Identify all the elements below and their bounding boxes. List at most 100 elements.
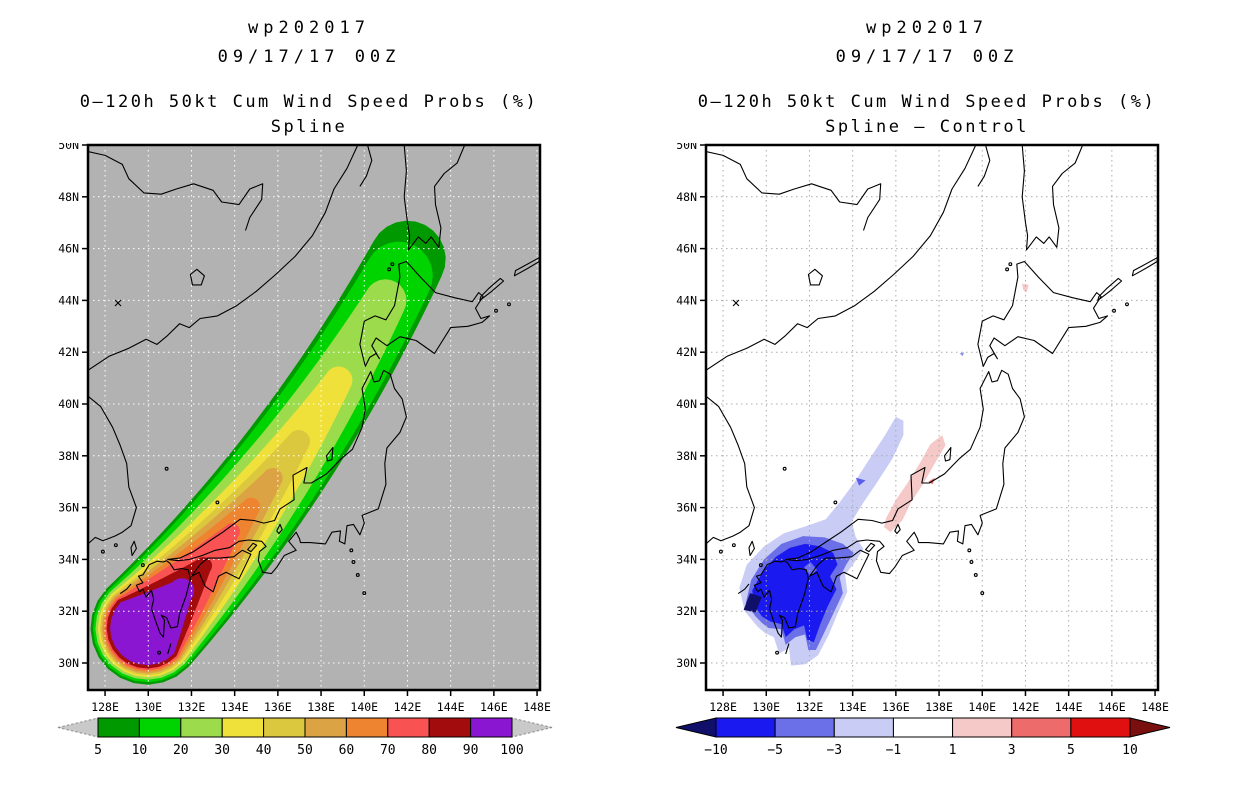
svg-text:48N: 48N bbox=[58, 190, 79, 204]
svg-text:100: 100 bbox=[500, 743, 523, 758]
shikoku bbox=[808, 549, 870, 593]
svg-text:46N: 46N bbox=[58, 242, 79, 256]
svg-text:36N: 36N bbox=[676, 501, 697, 515]
method-subtitle: Spline – Control bbox=[825, 117, 1029, 137]
method-subtitle: Spline bbox=[270, 117, 348, 137]
svg-text:148E: 148E bbox=[1141, 700, 1169, 714]
lake-biwa bbox=[276, 523, 283, 535]
svg-text:90: 90 bbox=[463, 743, 479, 758]
shikoku bbox=[190, 549, 252, 593]
svg-text:30N: 30N bbox=[676, 656, 697, 670]
svg-text:42N: 42N bbox=[58, 345, 79, 359]
svg-text:130E: 130E bbox=[752, 700, 780, 714]
svg-text:144E: 144E bbox=[1055, 700, 1083, 714]
coastlines bbox=[706, 145, 1158, 655]
awaji bbox=[865, 542, 876, 553]
anomaly-region bbox=[959, 352, 964, 357]
svg-text:38N: 38N bbox=[676, 449, 697, 463]
colorbar: 5 10 20 30 40 50 60 70 80 90 100 bbox=[57, 717, 553, 758]
lake-khanka bbox=[807, 268, 823, 286]
colorbar-right-arrow bbox=[511, 717, 553, 738]
svg-text:32N: 32N bbox=[58, 604, 79, 618]
init-time-title: 09/17/17 00Z bbox=[217, 47, 401, 67]
goto-islands bbox=[119, 583, 132, 595]
prob-band-90 bbox=[110, 578, 195, 666]
colorbar-cell bbox=[304, 717, 347, 738]
variable-subtitle: 0–120h 50kt Cum Wind Speed Probs (%) bbox=[79, 92, 539, 112]
svg-text:142E: 142E bbox=[1012, 700, 1040, 714]
axis-ticks-labels: 30N 32N 34N 36N 38N 40N 42N 44N 46N 48N 50N 128E 130… bbox=[58, 143, 551, 714]
colorbar-cell bbox=[833, 717, 894, 738]
svg-text:50: 50 bbox=[297, 743, 313, 758]
svg-text:138E: 138E bbox=[925, 700, 953, 714]
korea-coast bbox=[706, 395, 755, 545]
kunashiri bbox=[479, 277, 505, 301]
svg-text:30N: 30N bbox=[58, 656, 79, 670]
svg-text:5: 5 bbox=[1067, 743, 1075, 758]
variable-subtitle: 0–120h 50kt Cum Wind Speed Probs (%) bbox=[697, 92, 1157, 112]
svg-text:80: 80 bbox=[421, 743, 437, 758]
lake-biwa bbox=[894, 523, 901, 535]
kyushu bbox=[135, 560, 191, 638]
svg-text:134E: 134E bbox=[839, 700, 867, 714]
anomaly-region bbox=[804, 562, 817, 577]
gridlines bbox=[88, 145, 540, 690]
svg-text:32N: 32N bbox=[676, 604, 697, 618]
svg-text:34N: 34N bbox=[676, 552, 697, 566]
colorbar-cell bbox=[892, 717, 954, 738]
anomaly-region bbox=[1022, 283, 1029, 293]
colorbar-cell bbox=[1011, 717, 1072, 738]
amur-river bbox=[706, 150, 882, 231]
sakhalin bbox=[1021, 145, 1084, 251]
svg-text:140E: 140E bbox=[350, 700, 378, 714]
svg-text:−1: −1 bbox=[886, 743, 902, 758]
init-time-title: 09/17/17 00Z bbox=[835, 47, 1019, 67]
svg-text:146E: 146E bbox=[480, 700, 508, 714]
svg-text:148E: 148E bbox=[523, 700, 551, 714]
sado bbox=[325, 446, 334, 462]
primorye-coast bbox=[706, 145, 977, 371]
svg-text:144E: 144E bbox=[437, 700, 465, 714]
svg-text:40N: 40N bbox=[676, 397, 697, 411]
svg-text:134E: 134E bbox=[221, 700, 249, 714]
difference-map: 30N 32N 34N 36N 38N 40N 42N 44N 46N 48N 50N 128E 130… bbox=[675, 143, 1171, 758]
kunashiri bbox=[1097, 277, 1123, 301]
gridlines bbox=[706, 145, 1158, 690]
svg-text:−10: −10 bbox=[704, 743, 727, 758]
svg-text:138E: 138E bbox=[307, 700, 335, 714]
honshu bbox=[167, 369, 407, 575]
svg-text:34N: 34N bbox=[58, 552, 79, 566]
tanegashima bbox=[785, 643, 790, 655]
colorbar-cell bbox=[97, 717, 140, 738]
svg-text:130E: 130E bbox=[134, 700, 162, 714]
colorbar: −10 −5 −3 −1 1 3 5 10 bbox=[675, 717, 1171, 758]
map-border bbox=[86, 143, 542, 692]
awaji bbox=[247, 542, 258, 553]
colorbar-cell bbox=[774, 717, 835, 738]
colorbar-cell bbox=[387, 717, 430, 738]
colorbar-cell bbox=[180, 717, 223, 738]
svg-text:20: 20 bbox=[173, 743, 189, 758]
panel-spline-minus-control: wp202017 09/17/17 00Z 0–120h 50kt Cum Wi… bbox=[618, 0, 1236, 800]
amur-liman-coast bbox=[977, 145, 991, 187]
svg-text:1: 1 bbox=[949, 743, 957, 758]
colorbar-left-arrow bbox=[675, 717, 717, 738]
amur-liman-coast bbox=[359, 145, 373, 187]
svg-text:−5: −5 bbox=[767, 743, 783, 758]
colorbar-cell bbox=[1070, 717, 1131, 738]
svg-text:128E: 128E bbox=[91, 700, 119, 714]
korea-coast bbox=[88, 395, 137, 545]
hokkaido bbox=[977, 260, 1109, 367]
svg-text:142E: 142E bbox=[394, 700, 422, 714]
colorbar-cell bbox=[952, 717, 1013, 738]
svg-text:46N: 46N bbox=[676, 242, 697, 256]
spline-probability-map: 30N 32N 34N 36N 38N 40N 42N 44N 46N 48N 50N 128E 130… bbox=[57, 143, 553, 758]
amur-river bbox=[88, 150, 264, 231]
anomaly-region bbox=[855, 477, 866, 486]
svg-text:30: 30 bbox=[214, 743, 230, 758]
svg-text:36N: 36N bbox=[58, 501, 79, 515]
colorbar-cell bbox=[138, 717, 182, 738]
svg-text:42N: 42N bbox=[676, 345, 697, 359]
svg-text:50N: 50N bbox=[58, 143, 79, 152]
